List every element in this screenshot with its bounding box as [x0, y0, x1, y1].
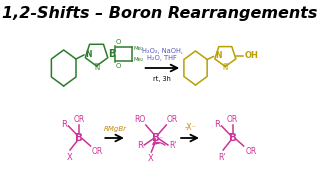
Text: N: N [85, 50, 92, 59]
Text: B: B [152, 133, 160, 143]
Text: R': R' [219, 153, 226, 162]
Text: =: = [222, 62, 228, 68]
Text: N: N [223, 64, 228, 71]
Text: Me₂: Me₂ [134, 57, 144, 62]
Text: OR: OR [167, 115, 178, 124]
Text: N: N [94, 65, 99, 71]
Text: R': R' [170, 141, 177, 150]
Text: OR: OR [245, 147, 257, 156]
Text: N: N [215, 51, 221, 60]
Text: =: = [93, 61, 100, 67]
Text: R: R [61, 120, 67, 129]
Text: ⁻: ⁻ [158, 136, 162, 142]
Text: RO: RO [134, 115, 145, 124]
Text: O: O [116, 39, 121, 45]
Text: R: R [214, 120, 220, 129]
Text: B: B [76, 133, 84, 143]
Text: OR: OR [227, 115, 238, 124]
Text: -X⁻: -X⁻ [184, 123, 196, 132]
Text: OR: OR [74, 115, 85, 124]
Text: H₂O, THF: H₂O, THF [148, 55, 177, 61]
Text: B: B [228, 133, 236, 143]
Text: R: R [137, 141, 143, 150]
Text: rt, 3h: rt, 3h [153, 76, 171, 82]
Text: OH: OH [245, 51, 259, 60]
Text: X: X [148, 154, 153, 163]
Text: OR: OR [92, 147, 103, 156]
Text: B: B [108, 49, 115, 59]
Text: X: X [66, 153, 72, 162]
Text: O: O [116, 63, 121, 69]
Text: Me₂: Me₂ [134, 46, 144, 51]
Text: 1,2-Shifts – Boron Rearrangements: 1,2-Shifts – Boron Rearrangements [2, 6, 318, 21]
Text: H₂O₂, NaOH,: H₂O₂, NaOH, [142, 48, 183, 54]
Text: RMgBr: RMgBr [103, 126, 126, 132]
